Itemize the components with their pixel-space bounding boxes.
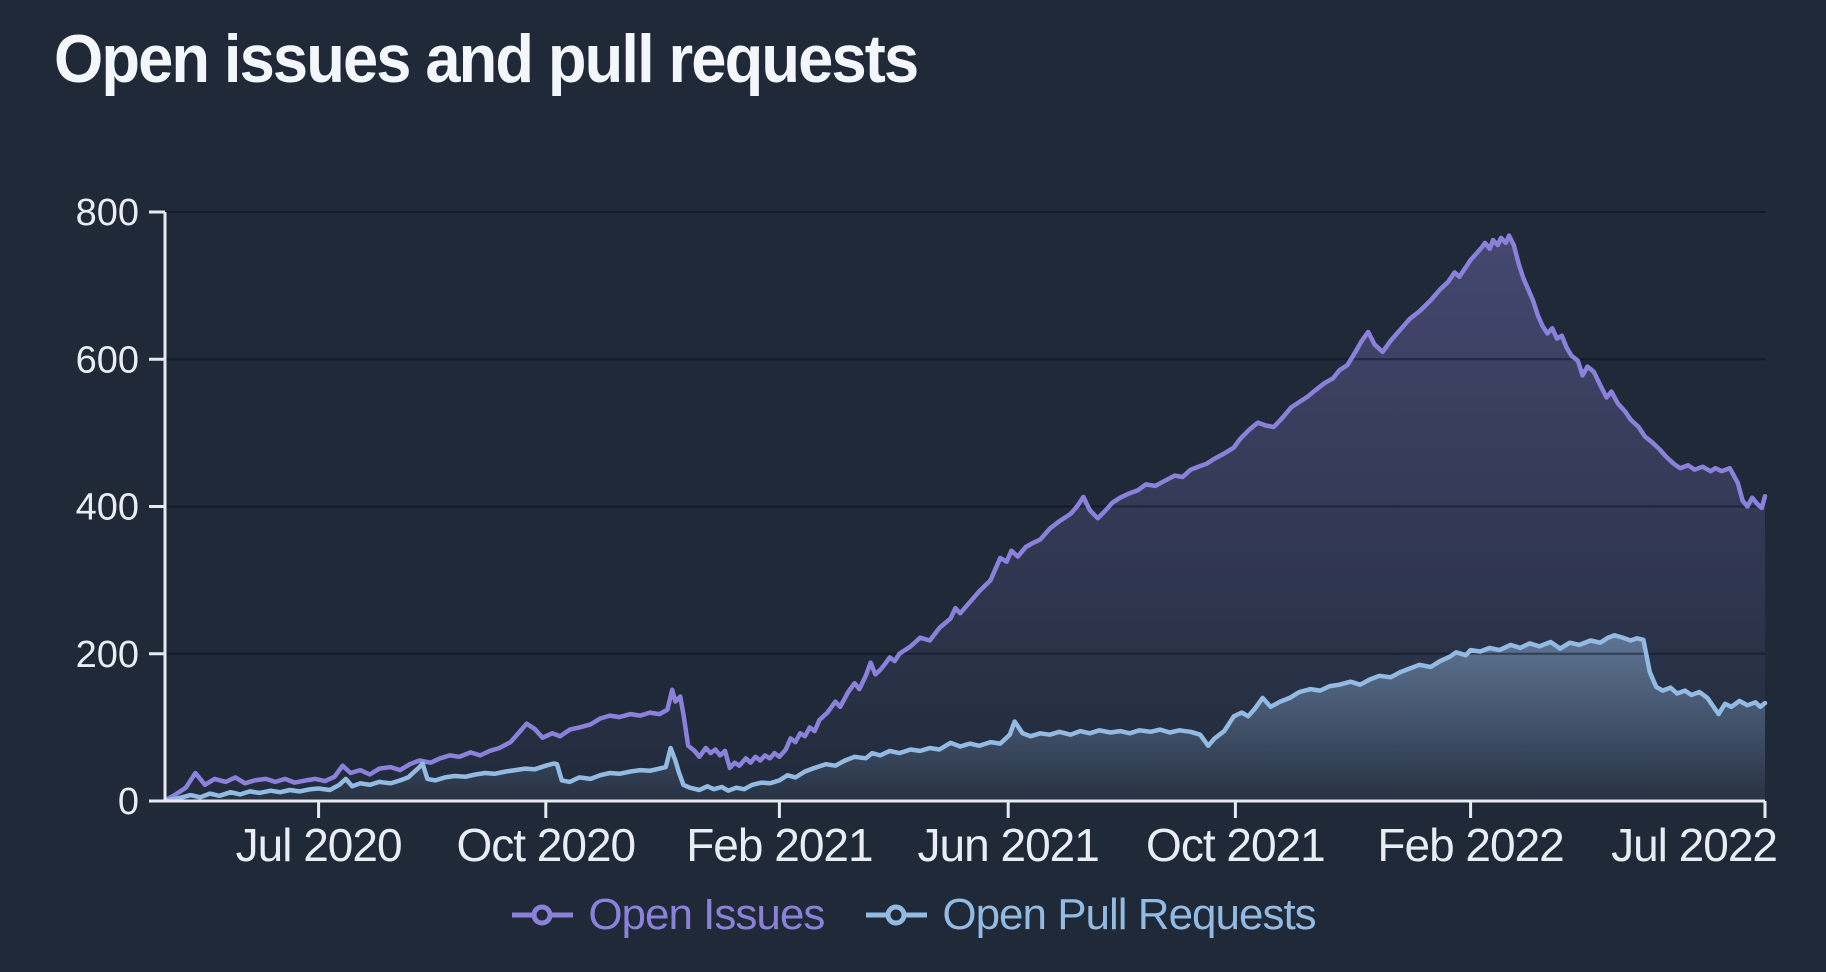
y-tick-label: 200: [76, 634, 139, 676]
legend-label-open-pull-requests: Open Pull Requests: [942, 890, 1316, 939]
chart-legend: Open Issues Open Pull Requests: [0, 890, 1826, 940]
page-title: Open issues and pull requests: [54, 21, 919, 97]
series-area-open-issues: [166, 235, 1766, 802]
open-pull-requests-legend-marker-icon: [866, 904, 928, 926]
x-tick-label: Feb 2021: [686, 819, 872, 871]
series-area-open-pull-requests: [166, 635, 1766, 801]
y-tick-label: 400: [76, 487, 139, 529]
x-tick-label: Oct 2021: [1146, 819, 1325, 871]
y-tick-label: 0: [118, 781, 139, 823]
y-tick-label: 800: [76, 192, 139, 234]
legend-label-open-issues: Open Issues: [588, 890, 825, 939]
legend-item-open-issues[interactable]: Open Issues: [510, 890, 825, 940]
x-tick-label: Jul 2022: [1611, 819, 1777, 871]
series-line-open-pull-requests: [164, 633, 1768, 803]
x-tick-label: Jul 2020: [236, 819, 402, 871]
x-tick-label: Oct 2020: [456, 819, 635, 871]
x-tick-label: Jun 2021: [918, 819, 1099, 871]
series-line-open-issues: [164, 233, 1768, 802]
y-tick-label: 600: [76, 339, 139, 381]
legend-item-open-pull-requests[interactable]: Open Pull Requests: [864, 890, 1317, 940]
open-issues-legend-marker-icon: [512, 904, 574, 926]
plot-area[interactable]: 0 200 400 600 800 Jul 2020 Oct 2020 Feb 2021 Jun…: [76, 192, 1778, 871]
x-tick-label: Feb 2022: [1377, 819, 1563, 871]
